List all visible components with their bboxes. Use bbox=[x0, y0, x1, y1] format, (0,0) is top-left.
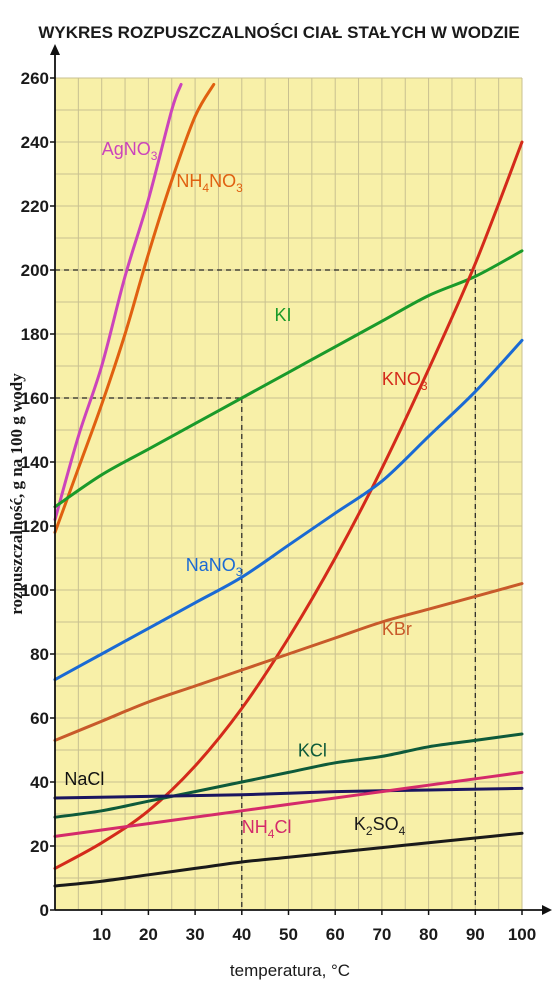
y-tick-label: 200 bbox=[21, 261, 49, 280]
grid bbox=[55, 77, 523, 910]
reference-lines bbox=[55, 269, 476, 910]
x-tick-label: 20 bbox=[139, 925, 158, 944]
series-label-nano3: NaNO3 bbox=[186, 555, 243, 579]
series-label-k2so4: K2SO4 bbox=[354, 814, 406, 838]
x-axis-title: temperatura, °C bbox=[230, 961, 350, 980]
series-line-kcl bbox=[53, 732, 524, 819]
y-tick-label: 120 bbox=[21, 517, 49, 536]
x-tick-label: 60 bbox=[326, 925, 345, 944]
y-tick-label: 80 bbox=[30, 645, 49, 664]
series-label-nacl: NaCl bbox=[64, 769, 104, 789]
series-line-k2so4 bbox=[53, 831, 524, 888]
series-label-nh4no3: NH4NO3 bbox=[176, 171, 243, 195]
x-tick-label: 40 bbox=[232, 925, 251, 944]
x-tick-label: 80 bbox=[419, 925, 438, 944]
y-tick-label: 240 bbox=[21, 133, 49, 152]
series-lines bbox=[53, 82, 524, 888]
series-label-nh4cl: NH4Cl bbox=[242, 817, 292, 841]
series-line-nacl bbox=[53, 786, 524, 800]
series-label-ki: KI bbox=[274, 305, 291, 325]
y-tick-label: 180 bbox=[21, 325, 49, 344]
series-line-agno3 bbox=[53, 82, 183, 522]
y-tick-label: 140 bbox=[21, 453, 49, 472]
x-axis-arrow-icon bbox=[542, 905, 552, 915]
x-tick-label: 90 bbox=[466, 925, 485, 944]
y-axis-arrow-icon bbox=[50, 44, 60, 55]
series-line-kbr bbox=[53, 582, 524, 742]
y-axis-title: rozpuszczalność, g na 100 g wody bbox=[7, 373, 26, 615]
axes bbox=[50, 44, 552, 915]
y-tick-label: 160 bbox=[21, 389, 49, 408]
x-tick-label: 50 bbox=[279, 925, 298, 944]
chart-title: WYKRES ROZPUSZCZALNOŚCI CIAŁ STAŁYCH W W… bbox=[38, 23, 519, 42]
x-tick-label: 70 bbox=[372, 925, 391, 944]
tick-labels: 10 20 30 40 50 60 70 80 90 100 0 20 40 60 80 100 120 140 1… bbox=[21, 69, 537, 944]
y-tick-label: 260 bbox=[21, 69, 49, 88]
y-tick-label: 60 bbox=[30, 709, 49, 728]
y-tick-label: 20 bbox=[30, 837, 49, 856]
y-tick-label: 220 bbox=[21, 197, 49, 216]
x-tick-label: 30 bbox=[186, 925, 205, 944]
series-label-agno3: AgNO3 bbox=[102, 139, 158, 163]
x-tick-label: 100 bbox=[508, 925, 536, 944]
series-label-kbr: KBr bbox=[382, 619, 412, 639]
y-tick-label: 0 bbox=[40, 901, 49, 920]
series-labels: AgNO3 NH4NO3 KI KNO3 NaNO3 KBr KCl NaCl NH4Cl K2S… bbox=[64, 139, 428, 841]
y-tick-label: 100 bbox=[21, 581, 49, 600]
y-tick-label: 40 bbox=[30, 773, 49, 792]
series-line-kno3 bbox=[53, 140, 524, 870]
x-tick-label: 10 bbox=[92, 925, 111, 944]
series-label-kno3: KNO3 bbox=[382, 369, 428, 393]
series-label-kcl: KCl bbox=[298, 740, 327, 760]
series-line-ki bbox=[53, 249, 524, 509]
series-line-nano3 bbox=[53, 338, 524, 682]
series-line-nh4no3 bbox=[53, 82, 216, 534]
series-line-nh4cl bbox=[53, 770, 524, 838]
